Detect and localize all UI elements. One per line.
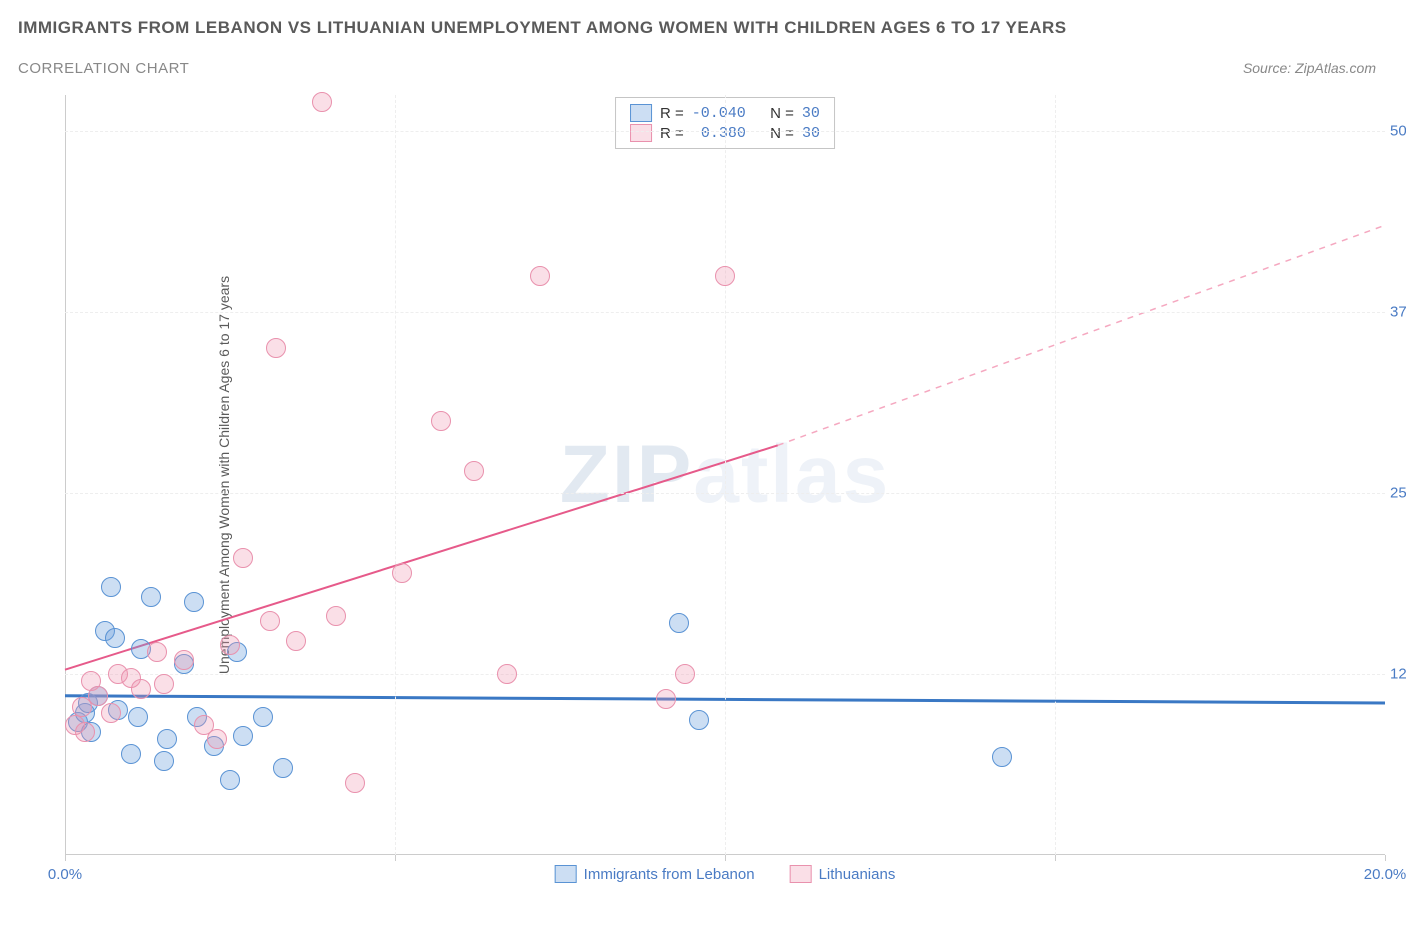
y-tick-label: 37.5% — [1390, 304, 1406, 321]
legend-r-label: R = — [660, 125, 684, 142]
legend-swatch-pink — [630, 124, 652, 142]
scatter-plot: ZIPatlas R = -0.040 N = 30 R = 0.380 N =… — [65, 95, 1385, 855]
y-tick-label: 50.0% — [1390, 123, 1406, 140]
x-tick-mark — [65, 855, 66, 861]
trend-line — [65, 445, 778, 669]
bottom-legend-blue-label: Immigrants from Lebanon — [584, 866, 755, 883]
data-point — [88, 686, 108, 706]
data-point — [392, 563, 412, 583]
data-point — [992, 747, 1012, 767]
bottom-legend-blue: Immigrants from Lebanon — [555, 865, 755, 883]
data-point — [220, 770, 240, 790]
data-point — [497, 664, 517, 684]
legend-swatch-pink — [790, 865, 812, 883]
data-point — [207, 729, 227, 749]
legend-n-pink: 30 — [802, 125, 820, 142]
chart-area: Unemployment Among Women with Children A… — [45, 95, 1385, 855]
data-point — [669, 613, 689, 633]
x-tick-mark — [725, 855, 726, 861]
x-tick-label: 20.0% — [1364, 866, 1406, 883]
data-point — [184, 592, 204, 612]
watermark-accent: ZIP — [560, 429, 694, 520]
bottom-legend-pink: Lithuanians — [790, 865, 896, 883]
data-point — [141, 587, 161, 607]
y-tick-label: 12.5% — [1390, 666, 1406, 683]
legend-r-label: R = — [660, 105, 684, 122]
data-point — [715, 266, 735, 286]
data-point — [131, 679, 151, 699]
x-tick-mark — [395, 855, 396, 861]
legend-swatch-blue — [555, 865, 577, 883]
data-point — [675, 664, 695, 684]
data-point — [101, 703, 121, 723]
gridline-v — [1055, 95, 1056, 855]
bottom-legend-pink-label: Lithuanians — [819, 866, 896, 883]
data-point — [530, 266, 550, 286]
source-label: Source: ZipAtlas.com — [1243, 60, 1376, 76]
data-point — [233, 548, 253, 568]
data-point — [273, 758, 293, 778]
data-point — [220, 635, 240, 655]
x-tick-mark — [1055, 855, 1056, 861]
legend-n-label: N = — [770, 105, 794, 122]
data-point — [260, 611, 280, 631]
data-point — [105, 628, 125, 648]
data-point — [121, 744, 141, 764]
x-tick-mark — [1385, 855, 1386, 861]
data-point — [101, 577, 121, 597]
data-point — [154, 751, 174, 771]
legend-r-blue: -0.040 — [692, 105, 746, 122]
data-point — [345, 773, 365, 793]
data-point — [312, 92, 332, 112]
data-point — [147, 642, 167, 662]
data-point — [464, 461, 484, 481]
y-axis-line — [65, 95, 66, 855]
data-point — [75, 722, 95, 742]
legend-n-label: N = — [770, 125, 794, 142]
data-point — [128, 707, 148, 727]
bottom-legend: Immigrants from Lebanon Lithuanians — [555, 865, 896, 883]
data-point — [233, 726, 253, 746]
data-point — [431, 411, 451, 431]
x-tick-label: 0.0% — [48, 866, 82, 883]
chart-subtitle: CORRELATION CHART — [18, 60, 189, 77]
data-point — [656, 689, 676, 709]
gridline-v — [395, 95, 396, 855]
data-point — [154, 674, 174, 694]
gridline-v — [725, 95, 726, 855]
data-point — [157, 729, 177, 749]
data-point — [689, 710, 709, 730]
data-point — [174, 650, 194, 670]
legend-r-pink: 0.380 — [692, 125, 746, 142]
legend-swatch-blue — [630, 104, 652, 122]
legend-n-blue: 30 — [802, 105, 820, 122]
chart-title: IMMIGRANTS FROM LEBANON VS LITHUANIAN UN… — [18, 18, 1067, 38]
trend-line — [778, 225, 1385, 445]
y-tick-label: 25.0% — [1390, 485, 1406, 502]
data-point — [286, 631, 306, 651]
data-point — [326, 606, 346, 626]
data-point — [253, 707, 273, 727]
data-point — [266, 338, 286, 358]
watermark-light: atlas — [693, 429, 890, 520]
